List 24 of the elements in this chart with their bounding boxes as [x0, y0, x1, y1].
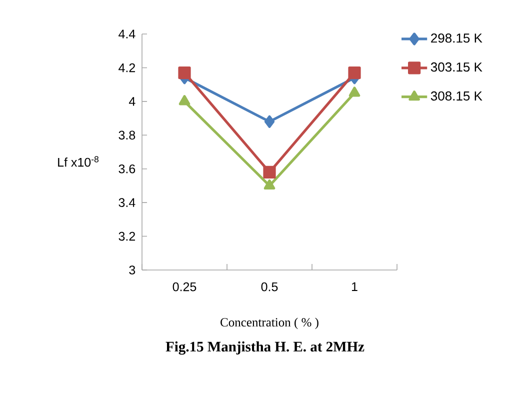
- text: Fig.15 Manjistha H. E. at 2MHz: [166, 341, 364, 355]
- point: [348, 86, 360, 97]
- y-tick-label: 3.6: [118, 164, 136, 174]
- point: [264, 115, 275, 128]
- y-tick-label: 4.4: [118, 30, 136, 38]
- y-tick-label: 3.8: [118, 130, 136, 140]
- legend-label: 308.15 K: [430, 91, 482, 101]
- x-tick-label: 0.25: [172, 282, 196, 292]
- y-tick-label: 3: [129, 266, 136, 274]
- y-tick-label: 3.2: [118, 232, 136, 241]
- legend-label: 298.15 K: [431, 33, 482, 43]
- x-tick-label: 0.5: [261, 282, 278, 292]
- point: [264, 179, 276, 190]
- legend-label: 303.15 K: [430, 62, 482, 72]
- y-tick-label: 4.2: [118, 63, 136, 72]
- point: [178, 95, 190, 106]
- x-tick-label: 1: [352, 282, 358, 291]
- y-axis-title: Lf x10$^{-8}$: [58, 156, 99, 167]
- x-axis-title: Concentration ( % ): [220, 318, 318, 330]
- point: [348, 66, 361, 80]
- y-tick-label: 3.4: [118, 198, 136, 207]
- point: [178, 66, 191, 80]
- point: [263, 166, 276, 179]
- y-tick-label: 4: [128, 97, 136, 106]
